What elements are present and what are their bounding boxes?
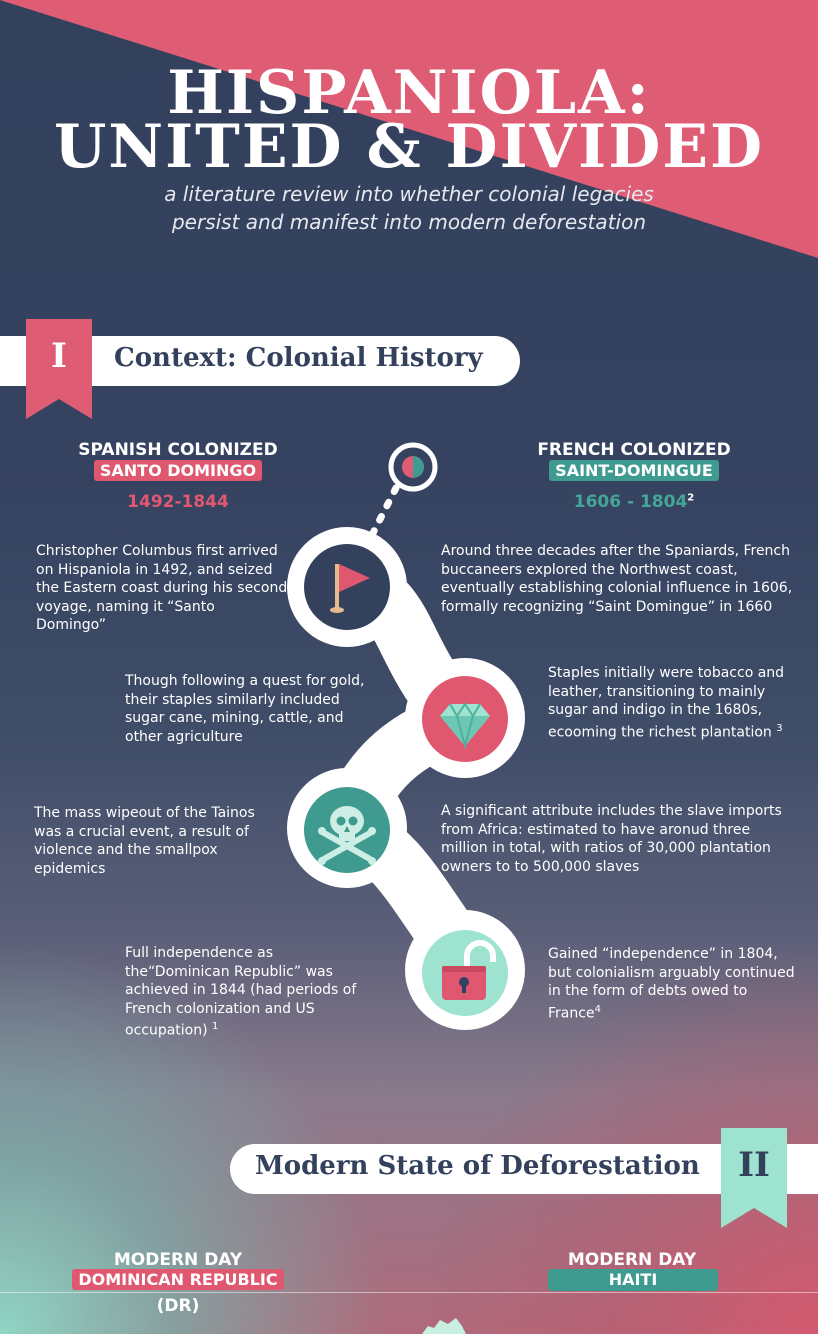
modern-haiti-heading: MODERN DAY: [514, 1250, 750, 1270]
spanish-text-1: Christopher Columbus first arrived on Hi…: [36, 542, 288, 635]
haiti-tag: HAITI: [548, 1270, 718, 1289]
french-text-4-ref: 4: [595, 1004, 601, 1015]
french-text-2-body: Staples initially were tobacco and leath…: [548, 665, 784, 740]
spanish-text-2: Though following a quest for gold, their…: [125, 672, 365, 746]
french-years-ref: 2: [687, 492, 694, 503]
dr-tag: DOMINICAN REPUBLIC: [72, 1269, 283, 1290]
santo-domingo-tag-wrap: SANTO DOMINGO: [60, 460, 296, 481]
french-text-4-body: Gained “independence” in 1804, but colon…: [548, 946, 795, 1021]
french-text-2-ref: 3: [776, 723, 782, 734]
section-2-numeral: II: [721, 1145, 787, 1185]
spanish-text-4: Full independence as the“Dominican Repub…: [125, 944, 371, 1040]
section-1-title: Context: Colonial History: [114, 343, 483, 373]
dr-abbrev: (DR): [60, 1296, 296, 1316]
french-text-3: A significant attribute includes the sla…: [441, 802, 791, 876]
spanish-text-4-ref: 1: [212, 1021, 218, 1032]
skull-crossbones-icon: [304, 787, 390, 873]
french-text-1: Around three decades after the Spaniards…: [441, 542, 796, 616]
santo-domingo-tag: SANTO DOMINGO: [94, 460, 262, 481]
saint-domingue-tag-wrap: SAINT-DOMINGUE: [512, 460, 756, 481]
spanish-text-4-body: Full independence as the“Dominican Repub…: [125, 945, 356, 1039]
subtitle-line-1: a literature review into whether colonia…: [0, 180, 818, 208]
gem-icon: [422, 676, 508, 762]
subtitle-line-2: persist and manifest into modern defores…: [0, 208, 818, 236]
section-1-numeral: I: [26, 336, 92, 376]
saint-domingue-tag: SAINT-DOMINGUE: [549, 460, 719, 481]
french-years: 1606 - 18042: [512, 492, 756, 512]
padlock-icon: [422, 930, 508, 1016]
dr-tag-wrap: DOMINICAN REPUBLIC: [40, 1269, 316, 1290]
spanish-years: 1492-1844: [60, 492, 296, 512]
french-text-2: Staples initially were tobacco and leath…: [548, 664, 793, 742]
flag-icon: [304, 544, 390, 630]
spanish-colonized-heading: SPANISH COLONIZED: [60, 440, 296, 460]
french-text-4: Gained “independence” in 1804, but colon…: [548, 945, 803, 1023]
map-fragment: [418, 1316, 468, 1334]
spanish-text-3: The mass wipeout of the Tainos was a cru…: [34, 804, 270, 878]
section-2-title: Modern State of Deforestation: [255, 1151, 700, 1181]
modern-dr-heading: MODERN DAY: [60, 1250, 296, 1270]
french-colonized-heading: FRENCH COLONIZED: [512, 440, 756, 460]
bottom-divider: [0, 1292, 818, 1293]
french-years-value: 1606 - 1804: [574, 492, 688, 512]
title-line-2: UNITED & DIVIDED: [0, 116, 818, 178]
